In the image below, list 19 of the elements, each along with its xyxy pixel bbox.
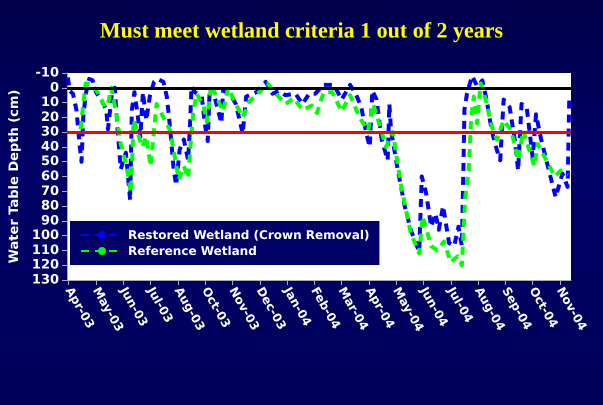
y-tick-label: 40 [40,139,60,154]
y-tick-label: 110 [32,242,60,258]
y-axis-title: Water Table Depth (cm) [7,90,22,264]
y-tick-label: 50 [40,154,60,170]
y-tick-label: 10 [40,95,60,110]
y-tick-label: 30 [40,124,60,140]
y-tick-label: 100 [32,228,60,244]
y-tick-label: 0 [50,80,60,96]
y-tick-label: -10 [36,66,60,80]
chart-title: Must meet wetland criteria 1 out of 2 years [100,18,504,42]
legend-label: Reference Wetland [128,244,257,258]
y-tick-label: 60 [40,169,60,184]
y-tick-label: 130 [32,272,60,288]
y-tick-label: 80 [40,198,60,214]
y-tick-label: 70 [40,184,60,199]
y-tick-label: 120 [32,258,60,273]
y-tick-label: 20 [40,110,60,125]
y-tick-label: 90 [40,213,60,228]
legend-label: Restored Wetland (Crown Removal) [128,228,370,242]
